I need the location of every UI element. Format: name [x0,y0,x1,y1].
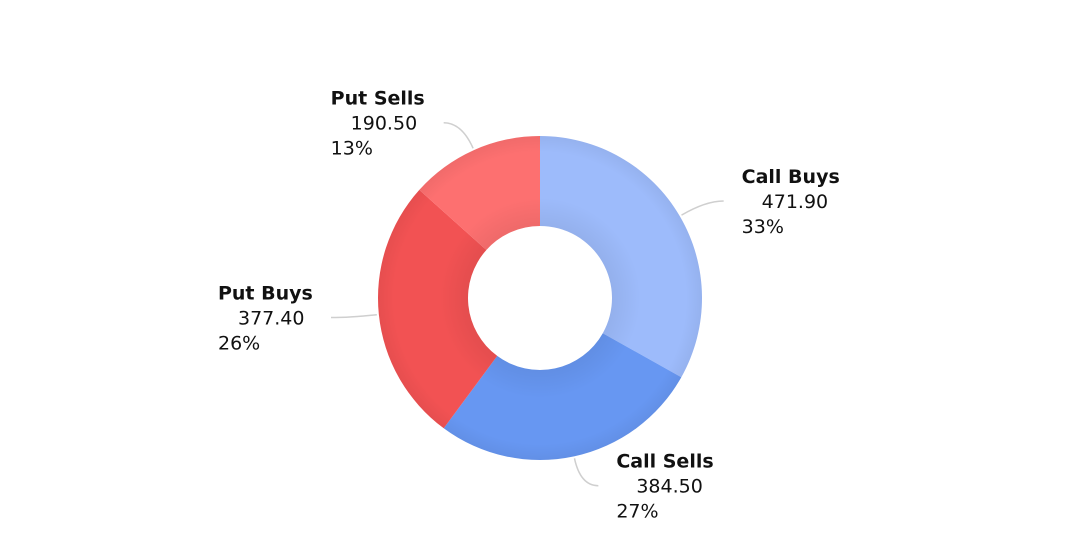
slice-label-percent: 33% [742,216,784,238]
slice-label-call-sells: Call Sells 384.50 27% [616,451,713,523]
leader-line-call-sells [573,458,599,487]
slice-label-value: 377.40 [238,308,304,330]
slice-label-name: Call Buys [742,166,840,188]
slice-label-value: 190.50 [351,113,417,135]
slice-label-value: 384.50 [636,476,702,498]
slice-label-percent: 13% [331,138,373,160]
slice-labels-layer: Call Buys 471.90 33% Call Sells 384.50 27% Put… [218,88,840,523]
slice-label-put-buys: Put Buys 377.40 26% [218,283,313,355]
slices-layer [377,136,702,460]
slice-label-value: 471.90 [762,191,828,213]
leader-line-call-buys [681,200,724,216]
leader-lines-layer [330,121,724,487]
leader-line-put-sells [443,121,474,149]
slice-label-percent: 26% [218,333,260,355]
slice-label-name: Call Sells [616,451,713,473]
ring-shading [378,136,702,460]
leader-line-put-buys [330,313,377,319]
slice-label-percent: 27% [616,501,658,523]
slice-label-name: Put Buys [218,283,313,305]
slice-label-call-buys: Call Buys 471.90 33% [742,166,840,238]
slice-label-put-sells: Put Sells 190.50 13% [331,88,425,160]
slice-label-name: Put Sells [331,88,425,110]
